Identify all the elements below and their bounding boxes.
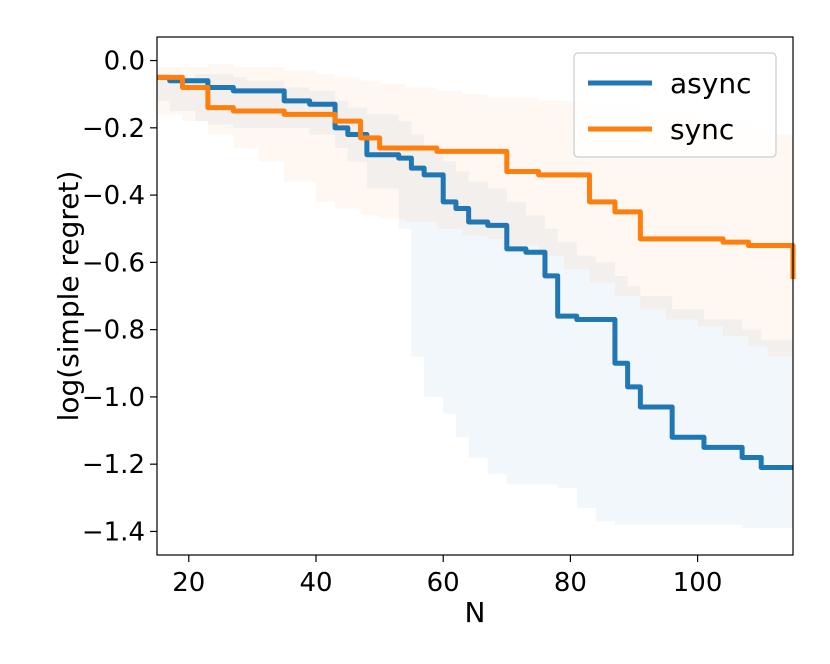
y-tick-label: −0.4 xyxy=(82,181,145,211)
legend-entry-async: async xyxy=(670,67,751,100)
y-tick-label: −0.8 xyxy=(82,316,145,346)
y-tick-label: −0.6 xyxy=(82,248,145,278)
y-tick-label: −1.4 xyxy=(82,517,145,547)
plot-frame xyxy=(156,36,794,556)
x-tick-label: 100 xyxy=(673,568,723,598)
x-tick-label: 60 xyxy=(427,568,460,598)
x-axis-label: N xyxy=(465,596,486,629)
x-axis-ticks: 20 40 60 80 100 xyxy=(172,555,722,598)
y-tick-label: −1.0 xyxy=(82,383,145,413)
y-axis-ticks: 0.0 −0.2 −0.4 −0.6 −0.8 −1.0 −1.2 −1.4 xyxy=(82,47,157,547)
x-tick-label: 40 xyxy=(299,568,332,598)
y-tick-label: 0.0 xyxy=(104,47,145,77)
band-async xyxy=(157,74,793,529)
x-tick-label: 20 xyxy=(172,568,205,598)
y-tick-label: −1.2 xyxy=(82,450,145,480)
y-tick-label: −0.2 xyxy=(82,114,145,144)
y-axis-label: log(simple regret) xyxy=(52,171,85,422)
legend: async sync xyxy=(573,52,777,158)
legend-entry-sync: sync xyxy=(670,113,734,146)
x-tick-label: 80 xyxy=(554,568,587,598)
series-lines xyxy=(157,74,796,471)
series-line-sync xyxy=(157,74,796,280)
series-line-async xyxy=(157,74,793,471)
